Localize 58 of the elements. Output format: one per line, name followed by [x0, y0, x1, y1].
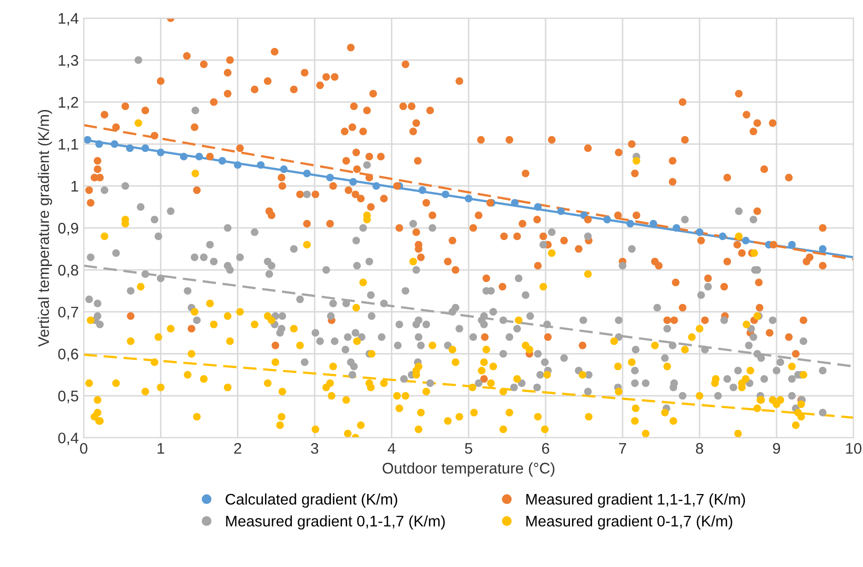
point: [788, 240, 796, 249]
point: [464, 194, 472, 202]
point: [718, 232, 726, 240]
y-tick-label: 1,2: [58, 96, 78, 110]
x-tick-label: 4: [388, 443, 396, 454]
x-tick-label: 3: [310, 442, 318, 454]
x-tick-label: 1: [158, 443, 164, 454]
point: [195, 152, 203, 160]
y-tick-label: 1,4: [58, 13, 78, 26]
x-tick-label: 8: [696, 442, 704, 454]
point: [603, 216, 611, 224]
x-tick-label: 7: [619, 443, 626, 454]
x-tick-label: 2: [234, 442, 242, 454]
point: [280, 165, 288, 173]
legend-label: Measured gradient 0,1-1,7 (K/m): [226, 515, 445, 530]
point: [218, 157, 226, 165]
point: [534, 203, 542, 211]
point: [672, 224, 680, 232]
point: [510, 198, 519, 207]
point: [141, 144, 150, 152]
y-axis-title: Vertical temperature gradient (K/m): [38, 110, 52, 347]
point: [303, 170, 311, 178]
point: [818, 245, 827, 253]
point: [110, 140, 118, 148]
point: [626, 220, 634, 228]
legend-label: Measured gradient 0-1,7 (K/m): [526, 515, 732, 530]
point: [126, 144, 134, 152]
point: [180, 152, 188, 160]
point: [418, 186, 426, 194]
legend-label: Calculated gradient (K/m): [226, 493, 398, 508]
y-tick-label: 1: [72, 181, 78, 192]
point: [557, 207, 565, 215]
y-tick-label: 0,4: [58, 432, 78, 446]
point: [742, 236, 750, 244]
point: [696, 228, 704, 236]
x-tick-label: 10: [846, 442, 862, 454]
point: [256, 161, 265, 169]
point: [442, 190, 450, 198]
y-tick-label: 0,7: [58, 306, 78, 320]
y-tick-label: 1,1: [58, 139, 78, 152]
x-tick-label: 6: [542, 442, 550, 454]
point: [372, 182, 380, 190]
point: [326, 174, 334, 182]
point: [84, 136, 92, 144]
y-tick-label: 0,6: [58, 348, 78, 362]
y-tick-label: 0,9: [58, 222, 78, 236]
x-tick-label: 9: [772, 442, 780, 454]
y-tick-label: 0,5: [58, 390, 78, 404]
point: [234, 161, 242, 169]
point: [349, 178, 357, 186]
x-tick-label: 0: [80, 442, 88, 454]
y-tick-label: 0,8: [58, 264, 78, 278]
point: [156, 148, 164, 156]
x-tick-label: 5: [464, 443, 472, 454]
y-tick-label: 1,3: [58, 54, 78, 68]
legend-label: Measured gradient 1,1-1,7 (K/m): [526, 493, 745, 508]
x-axis-title: Outdoor temperature (°C): [382, 462, 554, 477]
point: [95, 140, 103, 148]
